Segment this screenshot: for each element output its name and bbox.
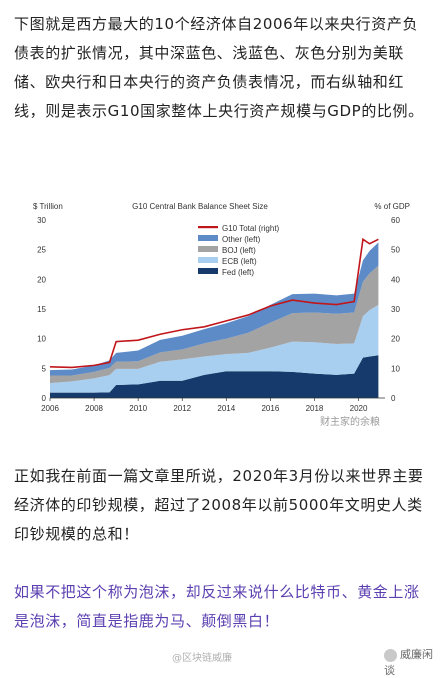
left-axis-unit-label: $ Trillion	[33, 202, 63, 211]
left-tick-label: 25	[37, 246, 46, 255]
right-tick-label: 30	[391, 305, 400, 314]
legend-swatch	[198, 226, 218, 229]
right-tick-label: 40	[391, 275, 400, 284]
right-tick-label: 50	[391, 246, 400, 255]
body-paragraph: 正如我在前面一篇文章里所说，2020年3月份以来世界主要经济体的印钞规模，超过了…	[14, 467, 424, 543]
legend-label: ECB (left)	[222, 257, 257, 266]
weibo-watermark: @区块链威廉	[172, 653, 232, 664]
closing-paragraph: 如果不把这个称为泡沫，却反过来说什么比特币、黄金上涨是泡沫，简直是指鹿为马、颠倒…	[14, 583, 420, 630]
right-axis-ticks: 0 10 20 30 40 50 60	[391, 216, 400, 403]
legend-swatch	[198, 257, 218, 263]
right-tick-label: 60	[391, 216, 400, 225]
right-tick-label: 10	[391, 364, 400, 373]
right-axis-unit-label: % of GDP	[374, 202, 410, 211]
legend-swatch	[198, 268, 218, 274]
legend-swatch	[198, 246, 218, 252]
legend-label: BOJ (left)	[222, 246, 256, 255]
area-boj	[50, 265, 379, 384]
chart-watermark: 财主家的余粮	[320, 417, 380, 428]
x-axis-ticks: 2006 2008 2010 2012 2014 2016 2018 2020	[41, 398, 368, 413]
x-tick-label: 2008	[85, 404, 103, 413]
x-tick-label: 2010	[129, 404, 147, 413]
chart-title: G10 Central Bank Balance Sheet Size	[132, 202, 268, 211]
area-ecb	[50, 304, 379, 393]
x-tick-label: 2006	[41, 404, 59, 413]
chart-legend: G10 Total (right) Other (left) BOJ (left) E…	[198, 224, 280, 277]
line-g10-total	[49, 237, 379, 369]
left-tick-label: 15	[37, 305, 46, 314]
left-tick-label: 30	[37, 216, 46, 225]
area-other	[50, 242, 379, 376]
chart-areas	[49, 237, 379, 398]
left-tick-label: 20	[37, 275, 46, 284]
x-tick-label: 2014	[217, 404, 235, 413]
left-axis-ticks: 0 5 10 15 20 25 30	[37, 216, 46, 403]
x-tick-label: 2012	[173, 404, 191, 413]
x-tick-label: 2020	[350, 404, 368, 413]
x-tick-label: 2016	[261, 404, 279, 413]
wechat-icon	[384, 648, 397, 662]
left-tick-label: 5	[42, 364, 47, 373]
left-tick-label: 10	[37, 335, 46, 344]
area-fed	[50, 355, 379, 398]
legend-label: G10 Total (right)	[222, 224, 280, 233]
right-tick-label: 20	[391, 335, 400, 344]
legend-label: Fed (left)	[222, 268, 254, 277]
left-tick-label: 0	[42, 394, 47, 403]
account-watermark: 威廉闲谈	[384, 646, 440, 678]
balance-sheet-chart: 0 5 10 15 20 25 30 0 10 20 30 40 50 60 2006 2008 2010 2…	[30, 193, 415, 418]
right-tick-label: 0	[391, 394, 396, 403]
legend-label: Other (left)	[222, 235, 261, 244]
intro-paragraph: 下图就是西方最大的10个经济体自2006年以来央行资产负债表的扩张情况，其中深蓝…	[14, 15, 424, 120]
legend-swatch	[198, 235, 218, 241]
x-tick-label: 2018	[306, 404, 324, 413]
